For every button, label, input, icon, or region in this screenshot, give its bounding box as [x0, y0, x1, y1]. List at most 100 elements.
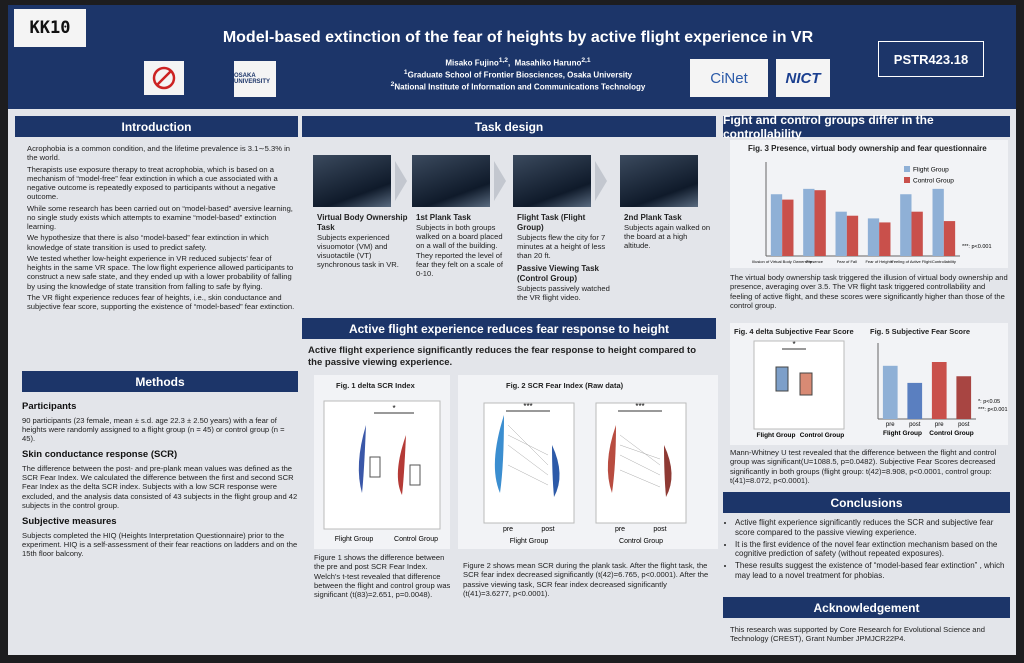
- fig1-caption: Figure 1 shows the difference between th…: [314, 553, 451, 599]
- x-tick-label: pre: [886, 422, 895, 428]
- bar: [943, 221, 956, 256]
- legend-swatch: [904, 166, 910, 172]
- tick-label: post: [653, 526, 666, 533]
- box: [369, 456, 381, 478]
- x-tick-label: post: [958, 422, 970, 428]
- step-text: Subjects in both groups walked on a boar…: [416, 222, 503, 278]
- fig4-plot: * Flight Group Control Group: [753, 340, 845, 439]
- violin: [397, 435, 406, 495]
- aff-text: National Institute of Information and Co…: [394, 82, 646, 92]
- aff-num: 2: [390, 80, 395, 88]
- group-label: Flight Group: [510, 538, 549, 545]
- aff-num: 1: [403, 69, 408, 76]
- bullet: We tested whether low-height experience …: [27, 254, 296, 291]
- bullet-list: Acrophobia is a common condition, and th…: [18, 144, 296, 311]
- step-title: Virtual Body Ownership Task: [317, 213, 408, 232]
- arrow: [494, 161, 506, 201]
- task-step: 1st Plank Task Subjects in both groups wa…: [416, 213, 510, 278]
- task-step: Virtual Body Ownership Task Subjects expe…: [317, 213, 411, 270]
- task-step: Flight Task (Flight Group) Subjects flew …: [517, 213, 611, 302]
- fig1-plot: * Flight Group Control Group: [323, 400, 441, 543]
- group-label: Flight Group: [757, 432, 796, 439]
- plot-frame: [753, 340, 845, 430]
- logo-cinet: CiNet: [690, 59, 768, 97]
- bullet: We hypothesize that there is also “model…: [27, 233, 296, 252]
- bullet: Acrophobia is a common condition, and th…: [27, 144, 296, 163]
- box: [409, 464, 421, 486]
- step-title: 2nd Plank Task: [624, 213, 682, 222]
- figure-panel: Fig. 2 SCR Fear Index (Raw data) *** ***…: [458, 375, 718, 549]
- section-heading: Conclusions: [723, 492, 1010, 513]
- x-tick-label: Presence: [806, 259, 824, 264]
- affiliation: 2National Institute of Information and C…: [308, 81, 728, 93]
- bar: [803, 188, 815, 256]
- author-aff: 2,1: [581, 57, 591, 64]
- task-image: [412, 155, 490, 207]
- step-title: 1st Plank Task: [416, 213, 471, 222]
- fig3-chart: Illusion of Virtual Body OwnershipPresen…: [752, 162, 992, 264]
- bar: [882, 365, 898, 419]
- bar: [770, 194, 783, 256]
- group-label: Flight Group: [335, 536, 374, 543]
- step-text: Subjects flew the city for 7 minutes at …: [517, 232, 606, 261]
- section-heading: Methods: [22, 371, 298, 392]
- violin: [607, 425, 616, 493]
- section-heading: Active flight experience reduces fear re…: [302, 318, 716, 339]
- figure-panel: Fig. 4 delta Subjective Fear Score * Fli…: [730, 323, 1008, 445]
- subheading: Active flight experience significantly r…: [308, 345, 697, 368]
- tick-label: pre: [503, 526, 513, 533]
- fig5-chart: pre post pre post Flight Group Control Group *…: [877, 343, 1008, 437]
- subsection-text: 90 participants (23 female, mean ± s.d. …: [22, 415, 285, 444]
- legend-label: Flight Group: [913, 167, 949, 174]
- subsection-text: The difference between the post- and pre…: [22, 463, 298, 510]
- bar: [835, 211, 847, 256]
- tick-label: post: [541, 526, 554, 533]
- x-tick-label: Fear of Fall: [837, 259, 857, 264]
- group-label: Control Group: [929, 430, 973, 437]
- section-heading: Task design: [302, 116, 716, 137]
- arrow: [595, 161, 607, 201]
- bar: [867, 218, 880, 256]
- fig2-plot: *** *** pre post pre post Flight Group C…: [483, 402, 687, 545]
- poster: KK10 OSAKA UNIVERSITY Model-based extinc…: [8, 5, 1016, 655]
- subsection-title: Skin conductance response (SCR): [22, 449, 178, 461]
- bullet: These results suggest the existence of “…: [735, 561, 1010, 581]
- subsection-text: Subjects completed the HIQ (Heights Inte…: [22, 530, 298, 559]
- x-tick-label: pre: [935, 422, 944, 428]
- step-title: Passive Viewing Task (Control Group): [517, 264, 599, 283]
- tick-label: pre: [615, 526, 625, 533]
- annotation: *: p<0.05: [978, 399, 1000, 405]
- x-tick-label: post: [909, 422, 921, 428]
- step-title: Flight Task (Flight Group): [517, 213, 586, 232]
- figure-panel: Fig. 3 Presence, virtual body ownership …: [730, 140, 1008, 268]
- bar: [931, 362, 947, 419]
- figure-title: Fig. 1 delta SCR Index: [336, 381, 415, 390]
- author: Misako Fujino: [445, 58, 499, 68]
- logo-osaka: OSAKA UNIVERSITY: [234, 61, 276, 97]
- header: KK10 OSAKA UNIVERSITY Model-based extinc…: [8, 5, 1016, 109]
- fig2-caption: Figure 2 shows mean SCR during the plank…: [463, 561, 709, 598]
- violin: [664, 445, 672, 497]
- bullet: It is the first evidence of the novel fe…: [735, 540, 1010, 560]
- bullet: The VR flight experience reduces fear of…: [27, 293, 296, 312]
- group-label: Control Group: [800, 432, 844, 439]
- acknowledgement-text: This research was supported by Core Rese…: [730, 625, 985, 644]
- step-text: Subjects again walked on the board at a …: [624, 222, 711, 251]
- section-heading: Fight and control groups differ in the c…: [723, 113, 1010, 141]
- bar: [956, 376, 972, 419]
- fig45-text: Mann-Whitney U test revealed that the di…: [730, 448, 997, 485]
- figure-title: Fig. 2 SCR Fear Index (Raw data): [506, 381, 624, 390]
- task-image: [620, 155, 698, 207]
- bullet: While some research has been carried out…: [27, 204, 296, 232]
- violin: [358, 425, 366, 493]
- bullet: Therapists use exposure therapy to treat…: [27, 165, 296, 202]
- conclusions-text: Active flight experience significantly r…: [726, 518, 1010, 583]
- no-photo-icon: [144, 61, 184, 95]
- plot-frame: [323, 400, 441, 530]
- bar: [900, 194, 912, 256]
- figure-title: Fig. 3 Presence, virtual body ownership …: [748, 144, 987, 153]
- task-image: [513, 155, 591, 207]
- task-image: [313, 155, 391, 207]
- sig-label: ***: [635, 402, 644, 411]
- figure-panel: Fig. 1 delta SCR Index * Flight Group Co…: [314, 375, 450, 549]
